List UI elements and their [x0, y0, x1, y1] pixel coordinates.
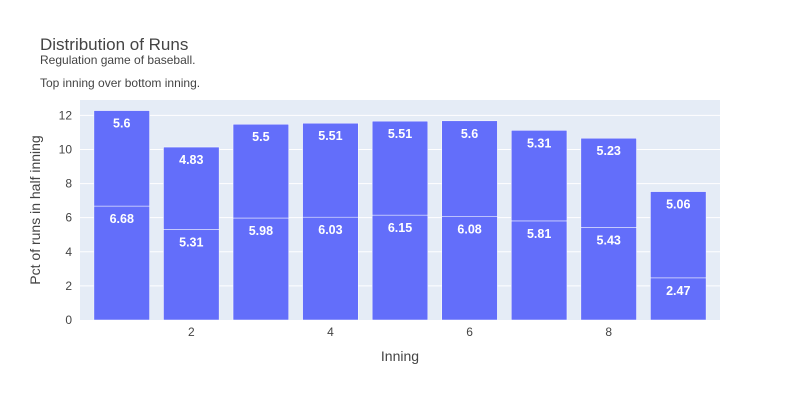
x-axis-title: Inning	[381, 348, 419, 364]
x-tick-label: 4	[327, 325, 334, 339]
y-tick-label: 8	[65, 177, 72, 191]
bar-segment	[93, 205, 150, 321]
y-axis-title: Pct of runs in half inning	[27, 135, 43, 284]
bar-value-label: 5.06	[666, 198, 690, 212]
chart-title: Distribution of Runs	[40, 35, 188, 54]
bar-segment	[580, 137, 637, 228]
bar-segment	[93, 110, 150, 207]
bar-value-label: 2.47	[666, 284, 690, 298]
bar-value-label: 4.83	[179, 153, 203, 167]
bar-segment	[511, 220, 568, 321]
bar-segment	[163, 229, 220, 321]
bar-value-label: 6.08	[457, 222, 481, 236]
bar-segment	[371, 214, 429, 321]
x-axis-ticks: 2 4 6 8	[188, 325, 612, 339]
bar-segment	[371, 120, 429, 216]
bar-value-label: 5.23	[597, 144, 621, 158]
bar-value-label: 5.6	[461, 127, 478, 141]
y-tick-label: 4	[65, 245, 72, 259]
bars	[93, 110, 707, 321]
bar-value-label: 5.6	[113, 117, 130, 131]
bar-segment	[302, 122, 359, 218]
bar-value-label: 5.51	[318, 129, 342, 143]
bar-segment	[232, 123, 289, 219]
bar-value-label: 5.98	[249, 224, 273, 238]
bar-segment	[511, 130, 568, 222]
bar-value-label: 6.15	[388, 221, 412, 235]
y-tick-label: 12	[59, 108, 73, 122]
x-tick-label: 6	[466, 325, 473, 339]
bar-value-label: 5.43	[597, 233, 621, 247]
bar-segment	[163, 146, 220, 230]
bar-labels: 6.68 5.6 5.31 4.83 5.98 5.5 6.03 5.51 6.15 5.51 6.…	[110, 117, 691, 298]
bar-segment	[232, 217, 289, 321]
x-tick-label: 2	[188, 325, 195, 339]
y-tick-label: 2	[65, 279, 72, 293]
bar-value-label: 5.31	[527, 136, 551, 150]
bar-segment	[650, 191, 707, 279]
y-tick-label: 6	[65, 211, 72, 225]
y-tick-label: 10	[59, 142, 73, 156]
bar-segment	[441, 120, 498, 217]
bar-segment	[441, 216, 498, 321]
chart-subtitle-line-2: Top inning over bottom inning.	[40, 76, 200, 90]
bar-segment	[580, 227, 637, 321]
bar-value-label: 6.68	[110, 212, 134, 226]
chart-subtitle-line-1: Regulation game of baseball.	[40, 53, 195, 67]
y-tick-label: 0	[65, 313, 72, 327]
bar-value-label: 6.03	[318, 223, 342, 237]
y-axis-ticks: 0 2 4 6 8 10 12	[59, 108, 73, 327]
bar-value-label: 5.51	[388, 127, 412, 141]
bar-segment	[650, 277, 707, 321]
bar-value-label: 5.5	[252, 130, 269, 144]
bar-value-label: 5.81	[527, 227, 551, 241]
x-tick-label: 8	[605, 325, 612, 339]
bar-value-label: 5.31	[179, 235, 203, 249]
